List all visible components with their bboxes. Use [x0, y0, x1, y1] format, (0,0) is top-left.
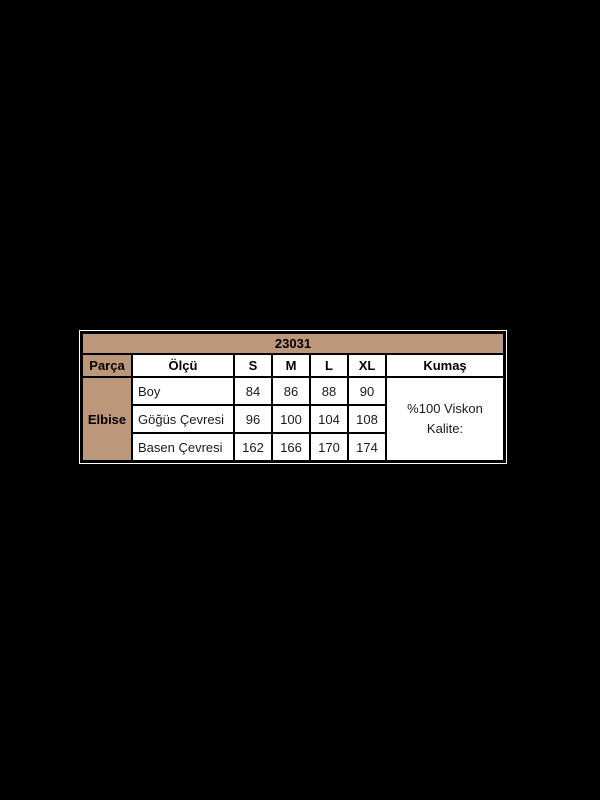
measurement-value: 174	[347, 432, 387, 462]
measurement-label: Boy	[131, 376, 235, 406]
measurement-value: 96	[233, 404, 273, 434]
col-header-fabric: Kumaş	[385, 353, 505, 378]
table-row-boy: Elbise Boy 84 86 88 90 %100 Viskon Kalit…	[81, 376, 505, 462]
measurement-value: 88	[309, 376, 349, 406]
measurement-label: Basen Çevresi	[131, 432, 235, 462]
measurement-value: 166	[271, 432, 311, 462]
measurement-value: 90	[347, 376, 387, 406]
measurement-value: 162	[233, 432, 273, 462]
col-header-size-m: M	[271, 353, 311, 378]
col-header-measure: Ölçü	[131, 353, 235, 378]
col-header-size-s: S	[233, 353, 273, 378]
col-header-piece: Parça	[81, 353, 133, 378]
size-chart: 23031 Parça Ölçü S M L XL Kumaş Elbise B…	[81, 332, 505, 462]
measurement-value: 100	[271, 404, 311, 434]
piece-name-cell: Elbise	[81, 376, 133, 462]
fabric-info-line2: Kalite:	[426, 421, 464, 436]
table-row-title: 23031	[81, 332, 505, 355]
measurement-value: 104	[309, 404, 349, 434]
measurement-value: 86	[271, 376, 311, 406]
size-chart-table: 23031 Parça Ölçü S M L XL Kumaş Elbise B…	[79, 330, 507, 464]
measurement-value: 170	[309, 432, 349, 462]
measurement-value: 84	[233, 376, 273, 406]
col-header-size-l: L	[309, 353, 349, 378]
measurement-value: 108	[347, 404, 387, 434]
fabric-info-cell: %100 Viskon Kalite:	[385, 376, 505, 462]
table-row-gogus: Göğüs Çevresi 96 100 104 108	[82, 404, 504, 434]
table-row-basen: Basen Çevresi 162 166 170 174	[82, 432, 504, 462]
measurement-label: Göğüs Çevresi	[131, 404, 235, 434]
table-row-header: Parça Ölçü S M L XL Kumaş	[81, 353, 505, 378]
product-code-cell: 23031	[81, 332, 505, 355]
col-header-size-xl: XL	[347, 353, 387, 378]
fabric-info-line1: %100 Viskon	[407, 401, 483, 416]
